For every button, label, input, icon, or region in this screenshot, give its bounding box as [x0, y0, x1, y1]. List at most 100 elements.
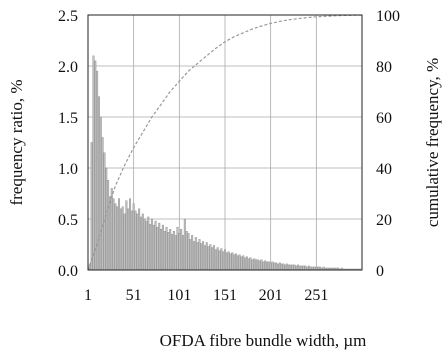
frequency-bar — [227, 251, 230, 271]
frequency-bar — [284, 264, 287, 271]
frequency-bar — [160, 228, 163, 271]
x-tick-label: 1 — [84, 287, 92, 304]
frequency-bar — [276, 263, 279, 271]
frequency-bar — [216, 247, 219, 271]
y-axis-title: frequency ratio, % — [7, 79, 26, 205]
frequency-bar — [271, 261, 274, 271]
frequency-bar — [105, 167, 108, 271]
frequency-bars — [88, 55, 362, 271]
frequency-bar — [273, 262, 276, 271]
frequency-bar — [138, 208, 141, 271]
frequency-bar — [240, 256, 243, 271]
frequency-bar — [119, 208, 122, 271]
frequency-bar — [280, 263, 283, 271]
frequency-bar — [213, 245, 216, 271]
y-tick-label: 0.0 — [58, 263, 78, 280]
frequency-bar — [129, 198, 131, 271]
frequency-bar — [145, 220, 148, 271]
frequency-bar — [136, 213, 139, 271]
frequency-bar — [234, 253, 237, 271]
frequency-bar — [233, 254, 236, 271]
frequency-bar — [202, 241, 205, 271]
frequency-bar — [121, 206, 124, 271]
frequency-bar — [194, 237, 197, 271]
frequency-bar — [256, 259, 259, 271]
frequency-bar — [172, 231, 175, 271]
frequency-bar — [286, 263, 289, 271]
frequency-bar — [198, 239, 201, 271]
frequency-bar — [224, 249, 226, 271]
frequency-bar — [116, 206, 119, 271]
x-tick-label: 101 — [167, 287, 191, 304]
frequency-bar — [167, 232, 170, 271]
frequency-bar — [163, 231, 166, 271]
frequency-bar — [134, 210, 137, 271]
frequency-bar — [99, 116, 102, 271]
frequency-bar — [225, 252, 228, 271]
frequency-bar — [267, 261, 270, 271]
frequency-bar — [200, 243, 203, 271]
y-tick-label: 1.0 — [58, 161, 78, 178]
frequency-bar — [275, 262, 278, 271]
frequency-bar — [260, 259, 263, 271]
frequency-bar — [94, 60, 97, 271]
frequency-bar — [125, 200, 128, 271]
frequency-bar — [196, 242, 199, 271]
frequency-bar — [191, 235, 194, 271]
frequency-bar — [222, 251, 225, 271]
frequency-bar — [238, 254, 241, 271]
frequency-bar — [289, 264, 292, 271]
frequency-bar — [302, 265, 305, 271]
y-tick-label: 2.5 — [58, 8, 78, 25]
frequency-bar — [183, 218, 186, 271]
frequency-bar — [141, 213, 144, 271]
x-tick-label: 251 — [304, 287, 328, 304]
frequency-bar — [90, 142, 93, 271]
frequency-bar — [107, 180, 110, 271]
frequency-bar — [158, 222, 161, 271]
frequency-bar — [253, 258, 256, 271]
frequency-bar — [114, 203, 117, 271]
frequency-bar — [308, 265, 311, 271]
frequency-bar — [182, 235, 184, 271]
frequency-bar — [249, 257, 252, 271]
frequency-bar — [298, 265, 301, 271]
frequency-bar — [245, 256, 248, 271]
frequency-bar — [282, 263, 285, 271]
frequency-bar — [97, 96, 100, 271]
x-tick-label: 201 — [259, 287, 283, 304]
x-axis-ticks: 1 51 101 151 201 251 — [84, 287, 328, 304]
frequency-bar — [207, 246, 210, 271]
frequency-bar — [244, 257, 247, 271]
frequency-bar — [161, 224, 164, 271]
frequency-bar — [130, 210, 133, 271]
frequency-bar — [123, 213, 126, 271]
frequency-bar — [209, 244, 212, 271]
frequency-bar — [214, 249, 217, 271]
frequency-bar — [205, 242, 208, 271]
frequency-bar — [171, 234, 174, 271]
frequency-bar — [101, 137, 104, 271]
frequency-bar — [291, 264, 294, 271]
frequency-bar — [185, 231, 188, 271]
frequency-bar — [149, 223, 152, 271]
frequency-bar — [203, 245, 206, 271]
frequency-bar — [295, 265, 298, 271]
frequency-bar — [143, 218, 146, 271]
frequency-bar — [269, 262, 272, 271]
frequency-bar — [178, 233, 181, 271]
frequency-bar — [152, 224, 155, 271]
frequency-bar — [258, 260, 261, 271]
frequency-bar — [251, 259, 254, 271]
frequency-bar — [132, 203, 135, 271]
frequency-bar — [150, 218, 153, 271]
y2-tick-label: 100 — [376, 8, 400, 25]
y2-tick-label: 20 — [376, 212, 392, 229]
plot-frame — [87, 14, 363, 271]
frequency-bar — [218, 250, 221, 271]
frequency-bar — [156, 226, 159, 271]
frequency-bar — [255, 259, 258, 271]
frequency-bar — [180, 228, 183, 271]
